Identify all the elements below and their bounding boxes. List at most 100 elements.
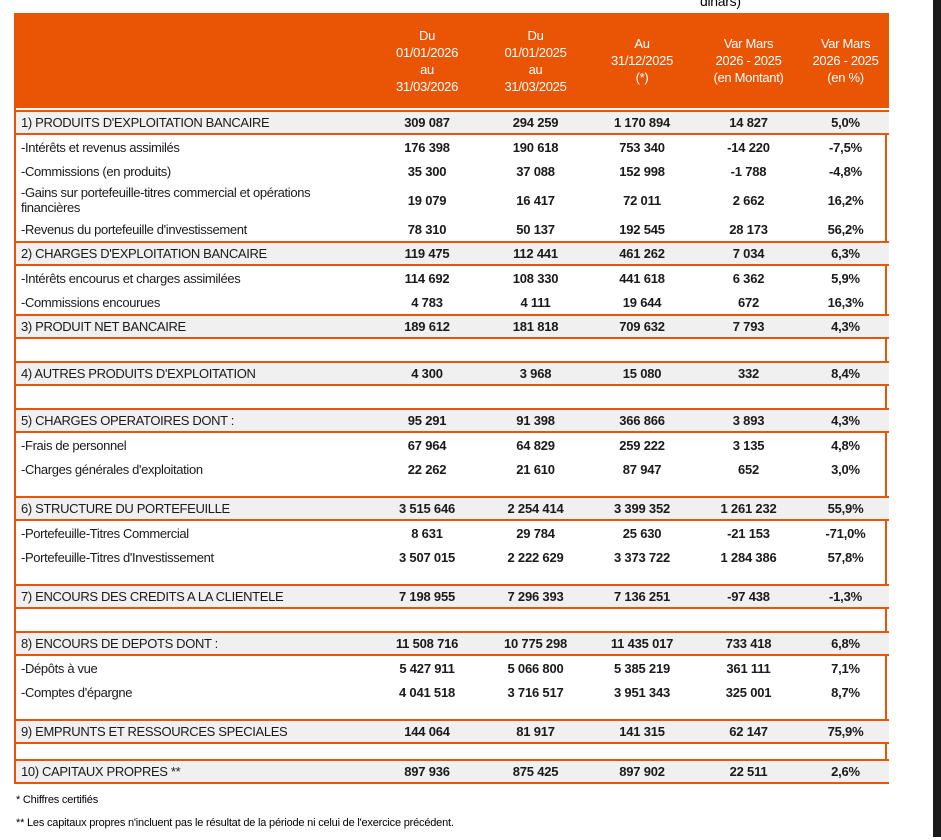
section-row: 5) CHARGES OPERATOIRES DONT :95 291 91 39… — [16, 408, 889, 433]
cell-value: 78 310 — [407, 221, 447, 237]
row-label: -Intérêts encourus et charges assimilées — [21, 270, 241, 286]
column-header-line: au — [420, 61, 434, 77]
cell-value: 10 775 298 — [482, 631, 589, 656]
cell-value: 7 198 955 — [372, 584, 482, 609]
units-note: dinars) — [700, 0, 741, 9]
section-row: 8) ENCOURS DE DEPOTS DONT :11 508 716 10 … — [16, 631, 889, 656]
section-row: 7) ENCOURS DES CREDITS A LA CLIENTELE 7 1… — [16, 584, 889, 609]
cell-value: 19 079 — [407, 192, 447, 208]
row-label: 1) PRODUITS D'EXPLOITATION BANCAIRE — [16, 110, 372, 135]
cell-value: 72 011 — [623, 192, 661, 208]
cell-value: 3 893 — [695, 408, 802, 433]
item-row: -Commissions (en produits) 35 300 37 088 15… — [16, 159, 889, 183]
footnotes: * Chiffres certifiés ** Les capitaux pro… — [16, 794, 876, 840]
table: Du 01/01/2026 au 31/03/2026 Du 01/01/2025 au 31… — [16, 13, 889, 784]
cell-value: 190 618 — [512, 139, 559, 155]
column-header-line: 31/03/2025 — [504, 78, 567, 94]
cell-value: 6,3% — [802, 241, 889, 266]
row-label: -Comptes d'épargne — [21, 684, 133, 700]
item-row: -Dépôts à vue 5 427 911 5 066 800 5 385 219… — [16, 656, 889, 680]
cell-value: 16,3% — [827, 294, 864, 310]
cell-value: 3 373 722 — [613, 549, 671, 565]
cell-value: -97 438 — [695, 584, 802, 609]
header-row: Du 01/01/2026 au 31/03/2026 Du 01/01/2025 au 31… — [16, 13, 889, 110]
cell-value: 16,2% — [827, 192, 864, 208]
cell-value: 91 398 — [482, 408, 589, 433]
item-row: -Revenus du portefeuille d'investissemen… — [16, 217, 889, 241]
row-label: -Portefeuille-Titres Commercial — [21, 525, 189, 541]
item-row: -Portefeuille-Titres d'Investissement 3 5… — [16, 545, 889, 569]
cell-value: 15 080 — [589, 361, 695, 386]
row-label: 5) CHARGES OPERATOIRES DONT : — [16, 408, 372, 433]
cell-value: 7 136 251 — [589, 584, 695, 609]
cell-value: 7 296 393 — [482, 584, 589, 609]
spacer-row — [16, 744, 889, 759]
cell-value: 4,8% — [831, 437, 860, 453]
cell-value: 141 315 — [589, 719, 695, 744]
cell-value: 2 254 414 — [482, 496, 589, 521]
cell-value: 37 088 — [516, 163, 555, 179]
cell-value: 22 262 — [407, 461, 447, 477]
cell-value: 753 340 — [619, 139, 665, 155]
column-header-line: Au — [634, 36, 650, 51]
cell-value: 95 291 — [372, 408, 482, 433]
cell-value: -71,0% — [825, 525, 866, 541]
spacer-cell — [16, 704, 889, 719]
cell-value: 361 111 — [726, 660, 771, 676]
cell-value: 4,3% — [802, 314, 889, 339]
cell-value: 897 902 — [589, 759, 695, 784]
column-header-line: (en %) — [827, 70, 864, 85]
item-row: -Portefeuille-Titres Commercial 8 631 29 7… — [16, 521, 889, 545]
section-row: 3) PRODUIT NET BANCAIRE 189 612 181 818 709… — [16, 314, 889, 339]
footnote-capitaux: ** Les capitaux propres n'incluent pas l… — [16, 817, 454, 829]
item-row: -Frais de personnel 67 964 64 829 259 222 3 … — [16, 433, 889, 457]
row-label: -Dépôts à vue — [21, 660, 98, 676]
row-label: -Intérêts et revenus assimilés — [21, 139, 180, 155]
cell-value: 294 259 — [482, 110, 589, 135]
row-label: 2) CHARGES D'EXPLOITATION BANCAIRE — [16, 241, 372, 266]
cell-value: 8,7% — [831, 684, 860, 700]
cell-value: 6,8% — [802, 631, 889, 656]
row-label: 6) STRUCTURE DU PORTEFEUILLE — [16, 496, 372, 521]
cell-value: 3 951 343 — [613, 684, 671, 700]
cell-value: 4,3% — [802, 408, 889, 433]
cell-value: 3 399 352 — [589, 496, 695, 521]
cell-value: 108 330 — [512, 270, 559, 286]
column-header-line: 31/12/2025 — [610, 53, 674, 68]
cell-value: -7,5% — [829, 139, 862, 155]
column-header-line: Var Mars — [820, 36, 871, 51]
cell-value: 897 936 — [372, 759, 482, 784]
cell-value: 259 222 — [619, 437, 665, 453]
spacer-row — [16, 704, 889, 719]
cell-value: 67 964 — [407, 437, 447, 453]
cell-value: 114 692 — [404, 270, 450, 286]
cell-value: 62 147 — [695, 719, 802, 744]
spacer-cell — [16, 339, 889, 361]
item-row: -Comptes d'épargne 4 041 518 3 716 517 3 95… — [16, 680, 889, 704]
cell-value: 332 — [695, 361, 802, 386]
section-row: 10) CAPITAUX PROPRES ** 897 936 875 425 897… — [16, 759, 889, 784]
cell-value: 3 507 015 — [398, 549, 456, 565]
cell-value: -1,3% — [802, 584, 889, 609]
cell-value: -4,8% — [829, 163, 862, 179]
cell-value: 672 — [737, 294, 760, 310]
spacer-row — [16, 386, 889, 408]
section-row: 4) AUTRES PRODUITS D'EXPLOITATION 4 300 3 … — [16, 361, 889, 386]
item-row: -Gains sur portefeuille-titres commercia… — [16, 183, 889, 217]
cell-value: 5 066 800 — [507, 660, 564, 676]
table-header: Du 01/01/2026 au 31/03/2026 Du 01/01/2025 au 31… — [16, 13, 889, 110]
spacer-cell — [16, 481, 889, 496]
column-header-blank — [16, 13, 372, 110]
cell-value: 4 041 518 — [398, 684, 456, 700]
section-row: 9) EMPRUNTS ET RESSOURCES SPECIALES 144 0… — [16, 719, 889, 744]
column-header: Var Mars 2026 - 2025 (en %) — [802, 13, 889, 110]
row-label: 9) EMPRUNTS ET RESSOURCES SPECIALES — [16, 719, 372, 744]
column-header: Du 01/01/2025 au 31/03/2025 — [482, 13, 589, 110]
cell-value: 28 173 — [729, 221, 768, 237]
cell-value: 733 418 — [695, 631, 802, 656]
cell-value: 181 818 — [482, 314, 589, 339]
cell-value: 325 001 — [725, 684, 772, 700]
cell-value: 1 170 894 — [589, 110, 695, 135]
cell-value: 3 515 646 — [372, 496, 482, 521]
